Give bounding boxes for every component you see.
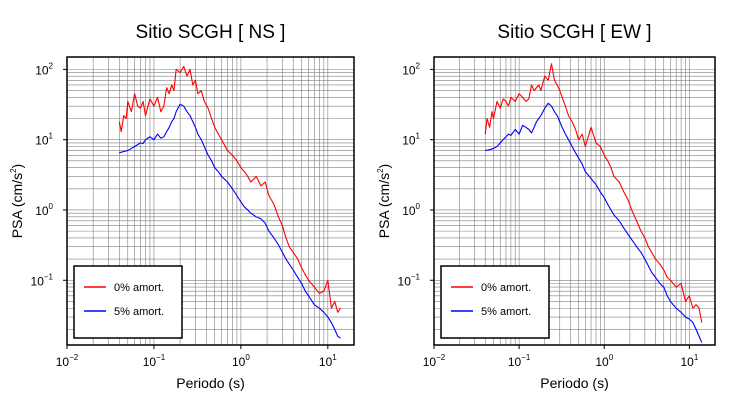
y-tick-label: 10−1 xyxy=(31,272,54,288)
x-tick-label: 101 xyxy=(680,353,698,369)
plot-frame xyxy=(66,56,355,346)
x-axis-label: Periodo (s) xyxy=(540,375,608,391)
legend-box xyxy=(440,265,550,339)
x-tick-label: 10−1 xyxy=(508,353,531,369)
series-line-damping-0 xyxy=(484,63,703,323)
legend: 0% amort. 5% amort. xyxy=(73,265,183,339)
y-tick-label: 100 xyxy=(402,202,420,218)
x-tick-label: 100 xyxy=(232,353,250,369)
chart-title: Sitio SCGH [ EW ] xyxy=(497,22,651,43)
y-tick-label: 101 xyxy=(35,132,53,148)
y-axis-label: PSA (cm/s2) xyxy=(9,164,25,238)
y-tick-label: 102 xyxy=(402,61,420,77)
chart-panel-0: 10−2 10−1 100 101 10−1 100 101 102 Sitio SCGH [ … xyxy=(9,22,355,391)
x-tick-label: 100 xyxy=(595,353,613,369)
series-line-damping-5 xyxy=(485,102,703,343)
legend-label: 0% amort. xyxy=(481,282,531,294)
x-tick-label: 101 xyxy=(319,353,337,369)
legend-label: 0% amort. xyxy=(114,282,164,294)
series-line-damping-0 xyxy=(118,65,341,313)
chart-title: Sitio SCGH [ NS ] xyxy=(136,22,286,43)
legend-label: 5% amort. xyxy=(481,306,531,318)
legend-label: 5% amort. xyxy=(114,306,164,318)
y-tick-label: 101 xyxy=(402,132,420,148)
y-tick-label: 10−1 xyxy=(398,272,421,288)
x-tick-label: 10−2 xyxy=(423,353,446,369)
y-tick-label: 100 xyxy=(35,202,53,218)
y-axis-label: PSA (cm/s2) xyxy=(376,164,392,238)
x-tick-label: 10−1 xyxy=(143,353,166,369)
chart-panel-1: 10−2 10−1 100 101 10−1 100 101 102 Sitio SCGH [ … xyxy=(376,22,716,391)
series-line-damping-5 xyxy=(119,103,341,339)
x-tick-label: 10−2 xyxy=(56,353,79,369)
legend: 0% amort. 5% amort. xyxy=(440,265,550,339)
y-tick-label: 102 xyxy=(35,61,53,77)
plot-frame xyxy=(433,56,716,346)
x-axis-label: Periodo (s) xyxy=(176,375,244,391)
legend-box xyxy=(73,265,183,339)
